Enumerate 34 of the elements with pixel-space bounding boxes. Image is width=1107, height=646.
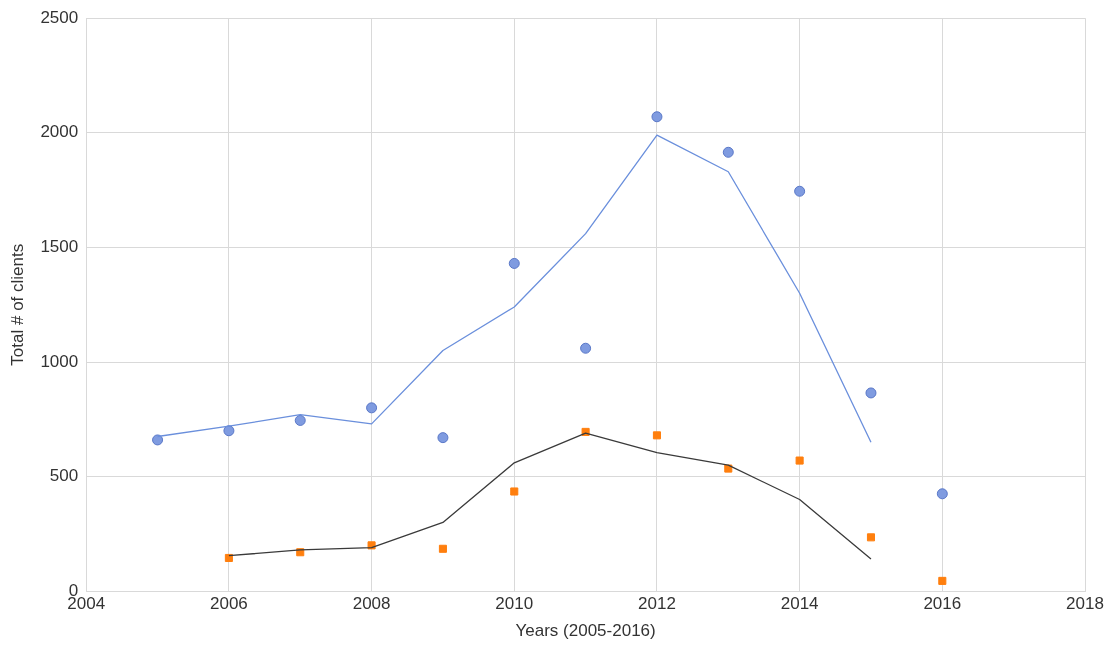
x-tick-label: 2014 — [780, 594, 819, 614]
point — [651, 111, 663, 123]
y-tick-label: 2000 — [40, 122, 79, 142]
point — [510, 487, 519, 496]
point — [794, 185, 806, 197]
point — [294, 414, 306, 426]
point — [866, 533, 876, 542]
point — [223, 425, 235, 437]
y-tick-label: 500 — [49, 466, 79, 486]
point — [224, 553, 233, 562]
y-axis-title: Total # of clients — [7, 243, 27, 366]
x-tick-label: 2010 — [495, 594, 534, 614]
x-tick-label: 2012 — [638, 594, 676, 614]
point — [508, 257, 520, 269]
point — [938, 576, 947, 585]
point — [936, 488, 948, 500]
y-tick-label: 1500 — [40, 237, 79, 257]
point — [722, 146, 734, 158]
y-tick-label: 1000 — [40, 351, 79, 371]
point — [366, 402, 378, 414]
point — [438, 544, 447, 553]
x-tick-label: 2016 — [923, 594, 962, 614]
point — [652, 431, 661, 440]
point — [724, 464, 733, 473]
point — [437, 432, 449, 444]
x-axis-title: Years (2005-2016) — [515, 621, 656, 641]
point — [580, 342, 592, 354]
x-tick-label: 2018 — [1066, 594, 1104, 614]
point — [152, 434, 164, 446]
y-tick-label: 2500 — [40, 7, 79, 27]
x-tick-label: 2006 — [209, 594, 248, 614]
point — [865, 387, 877, 399]
x-tick-label: 2008 — [352, 594, 391, 614]
point — [795, 456, 804, 465]
